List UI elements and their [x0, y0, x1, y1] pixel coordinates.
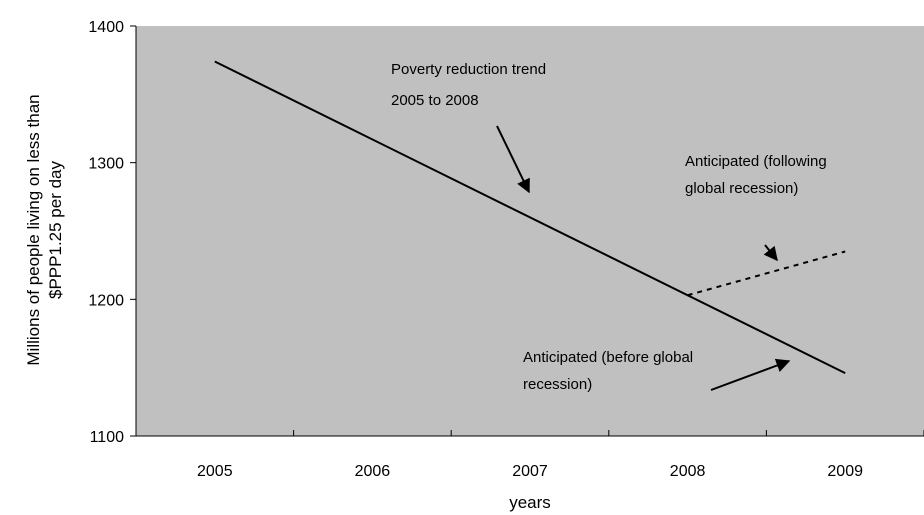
annotation-before-line-2: recession): [523, 376, 592, 393]
annotation-following-line-2: global recession): [685, 180, 798, 197]
arrow-trend: [496, 125, 530, 194]
y-axis-title-line-1: Millions of people living on less than: [24, 94, 43, 365]
x-tick-label: 2006: [355, 463, 391, 480]
x-tick-label: 2005: [197, 463, 233, 480]
y-tick-label: 1100: [90, 429, 125, 446]
series-line-recession: [687, 250, 846, 297]
annotation-trend-line-2: 2005 to 2008: [391, 92, 479, 109]
arrow-before: [710, 358, 791, 391]
x-tick-label: 2009: [827, 463, 863, 480]
annotation-following-line-1: Anticipated (following: [685, 153, 827, 170]
annotation-before-line-1: Anticipated (before global: [523, 349, 693, 366]
x-axis-title: years: [509, 493, 551, 512]
x-tick-labels: 2005 2006 2007 2008 2009: [197, 463, 863, 480]
plot-area: [136, 26, 924, 436]
series-line-trend: [214, 60, 846, 375]
y-tick-label: 1400: [88, 19, 124, 36]
series-layer: [214, 60, 846, 375]
x-tick-label: 2008: [670, 463, 706, 480]
y-axis-title-line-2: $PPP1.25 per day: [46, 161, 65, 299]
y-tick-label: 1300: [88, 156, 124, 173]
axes: [130, 25, 924, 437]
y-tick-label: 1200: [88, 292, 124, 309]
y-tick-labels: 1100 1200 1300 1400: [88, 19, 124, 446]
x-tick-label: 2007: [512, 463, 548, 480]
annotation-trend-line-1: Poverty reduction trend: [391, 61, 546, 78]
arrow-following: [763, 244, 778, 262]
